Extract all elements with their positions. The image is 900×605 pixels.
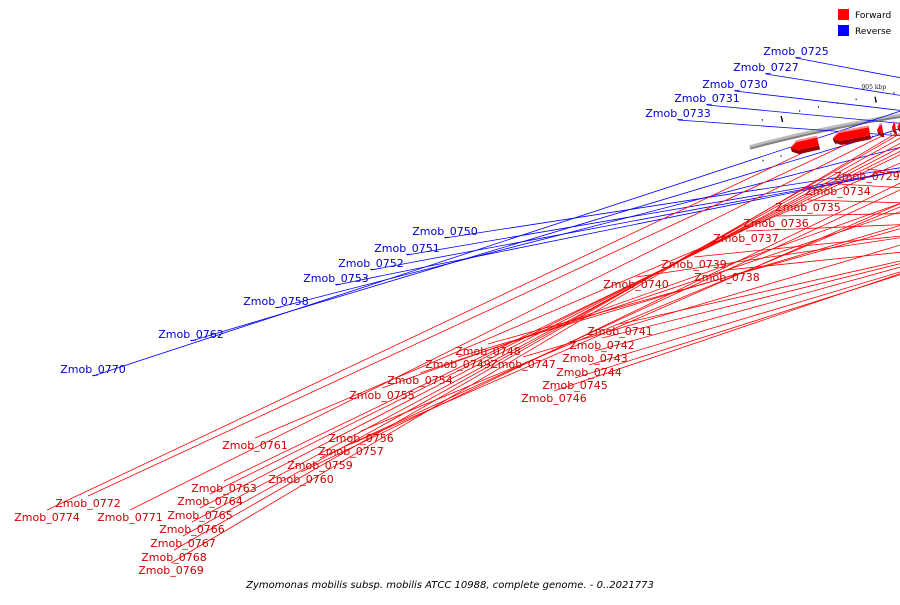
gene-label[interactable]: Zmob_0727 <box>733 61 798 74</box>
gene-label[interactable]: Zmob_0747 <box>490 358 555 371</box>
gene-label[interactable]: Zmob_0749 <box>425 358 490 371</box>
gene-label[interactable]: Zmob_0753 <box>303 272 368 285</box>
gene-label[interactable]: Zmob_0744 <box>556 366 621 379</box>
gene-label[interactable]: Zmob_0771 <box>97 511 162 524</box>
leader-line <box>130 136 881 510</box>
gene-label[interactable]: Zmob_0729 <box>834 170 899 183</box>
leader-line <box>88 142 853 497</box>
gene-label[interactable]: Zmob_0774 <box>14 511 79 524</box>
gene-label[interactable]: Zmob_0752 <box>338 257 403 270</box>
major-tick <box>781 116 782 122</box>
gene-label[interactable]: Zmob_0748 <box>455 345 520 358</box>
major-tick <box>875 97 876 103</box>
gene-label[interactable]: Zmob_0770 <box>60 363 125 376</box>
gene-label[interactable]: Zmob_0758 <box>243 295 308 308</box>
gene-label[interactable]: Zmob_0751 <box>374 242 439 255</box>
gene-label[interactable]: Zmob_0743 <box>562 352 627 365</box>
gene-label[interactable]: Zmob_0757 <box>318 445 383 458</box>
gene-label[interactable]: Zmob_0754 <box>387 374 452 387</box>
gene-label[interactable]: Zmob_0734 <box>805 185 870 198</box>
gene-label[interactable]: Zmob_0745 <box>542 379 607 392</box>
gene-label[interactable]: Zmob_0769 <box>138 564 203 577</box>
gene-label[interactable]: Zmob_0756 <box>328 432 393 445</box>
gene-label[interactable]: Zmob_0731 <box>674 92 739 105</box>
gene-label[interactable]: Zmob_0725 <box>763 45 828 58</box>
gene-label[interactable]: Zmob_0739 <box>661 258 726 271</box>
leader-line <box>224 125 900 481</box>
gene-label[interactable]: Zmob_0737 <box>713 232 778 245</box>
gene-label[interactable]: Zmob_0746 <box>521 392 586 405</box>
legend: Forward Reverse <box>838 9 892 37</box>
gene-label[interactable]: Zmob_0761 <box>222 439 287 452</box>
gene-label[interactable]: Zmob_0740 <box>603 278 668 291</box>
gene-label[interactable]: Zmob_0764 <box>177 495 242 508</box>
map-caption: Zymomonas mobilis subsp. mobilis ATCC 10… <box>245 580 654 591</box>
gene-label[interactable]: Zmob_0767 <box>150 537 215 550</box>
gene-labels: Zmob_0725Zmob_0727Zmob_0729Zmob_0730Zmob… <box>14 45 899 577</box>
gene-label[interactable]: Zmob_0738 <box>694 271 759 284</box>
legend-reverse-label: Reverse <box>855 27 892 37</box>
gene-label[interactable]: Zmob_0772 <box>55 497 120 510</box>
legend-forward-label: Forward <box>855 11 891 21</box>
legend-reverse-swatch <box>838 25 849 36</box>
gene-leader-lines <box>47 58 900 563</box>
gene-label[interactable]: Zmob_0733 <box>645 107 710 120</box>
gene-label[interactable]: Zmob_0759 <box>287 459 352 472</box>
gene-label[interactable]: Zmob_0768 <box>141 551 206 564</box>
gene-label[interactable]: Zmob_0735 <box>775 201 840 214</box>
gene-label[interactable]: Zmob_0763 <box>191 482 256 495</box>
gene-label[interactable]: Zmob_0742 <box>569 339 634 352</box>
gene-label[interactable]: Zmob_0741 <box>587 325 652 338</box>
gene-label[interactable]: Zmob_0765 <box>167 509 232 522</box>
gene-label[interactable]: Zmob_0736 <box>743 217 808 230</box>
leader-line <box>200 128 900 508</box>
gene-label[interactable]: Zmob_0730 <box>702 78 767 91</box>
gene-label[interactable]: Zmob_0762 <box>158 328 223 341</box>
gene-body <box>892 123 896 131</box>
leader-line <box>458 122 900 357</box>
gene-label[interactable]: Zmob_0755 <box>349 389 414 402</box>
gene-label[interactable]: Zmob_0750 <box>412 225 477 238</box>
legend-forward-swatch <box>838 9 849 20</box>
gene-label[interactable]: Zmob_0760 <box>268 473 333 486</box>
gene-label[interactable]: Zmob_0766 <box>159 523 224 536</box>
leader-line <box>171 134 895 563</box>
